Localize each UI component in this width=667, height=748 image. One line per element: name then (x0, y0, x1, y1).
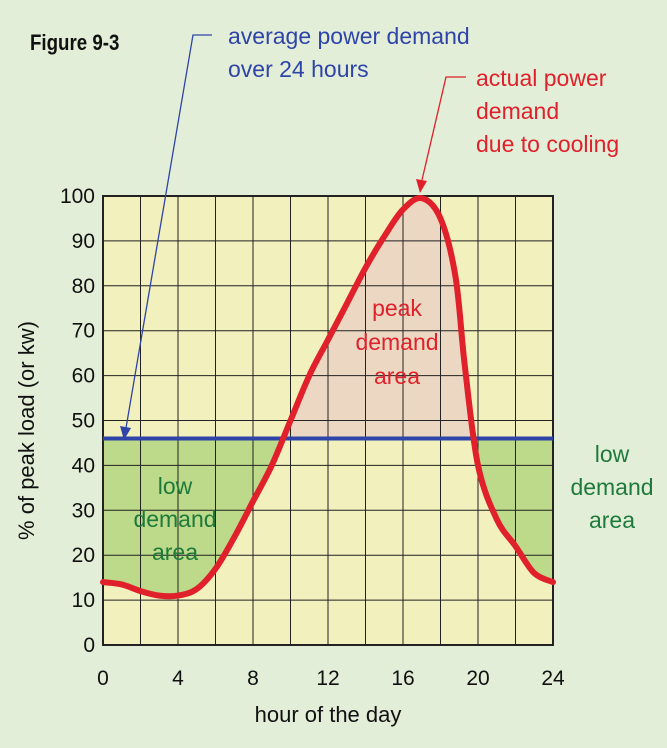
average-leader-line (125, 34, 212, 429)
peak-demand-area-label: demand (355, 329, 438, 355)
y-tick-label: 90 (72, 230, 95, 253)
x-tick-label: 20 (466, 667, 489, 690)
low-demand-area-label-left: demand (133, 506, 216, 532)
average-demand-label: average power demand (228, 23, 470, 49)
average-arrowhead (120, 426, 131, 440)
y-tick-label: 80 (72, 275, 95, 298)
x-tick-label: 0 (97, 667, 109, 690)
y-tick-label: 10 (72, 589, 95, 612)
x-tick-label: 16 (391, 667, 414, 690)
y-tick-label: 0 (83, 634, 95, 657)
y-tick-label: 30 (72, 499, 95, 522)
actual-demand-label: actual power (476, 65, 607, 91)
actual-demand-label: demand (476, 98, 559, 124)
y-tick-label: 60 (72, 365, 95, 388)
peak-demand-area-label: area (374, 363, 420, 389)
low-demand-area-label-left: area (152, 539, 198, 565)
actual-arrowhead (416, 179, 427, 193)
actual-leader-line (421, 76, 466, 181)
low-demand-area-label-right: area (589, 507, 635, 533)
average-demand-label: over 24 hours (228, 56, 369, 82)
y-tick-label: 70 (72, 320, 95, 343)
x-tick-label: 24 (541, 667, 565, 690)
peak-demand-area-label: peak (372, 295, 422, 321)
low-demand-area-label-right: low (595, 441, 630, 467)
low-demand-area-label-left: low (158, 473, 193, 499)
peak-demand-area (283, 197, 474, 439)
annotations: average power demand over 24 hours actual … (120, 23, 654, 565)
y-tick-label: 50 (72, 410, 95, 433)
y-tick-label: 40 (72, 454, 95, 477)
y-tick-label: 20 (72, 544, 95, 567)
x-tick-label: 12 (316, 667, 339, 690)
actual-demand-label: due to cooling (476, 131, 619, 157)
y-axis-title: % of peak load (or kw) (14, 321, 39, 540)
plot-frame (102, 195, 554, 646)
demand-curve (100, 195, 556, 600)
plot-area: 0 10 20 30 40 50 60 70 80 90 100 0 4 8 12 16 20 24 hour of… (14, 185, 565, 727)
figure-label: Figure 9-3 (30, 30, 120, 55)
x-tick-label: 8 (247, 667, 259, 690)
x-axis-title: hour of the day (255, 702, 402, 727)
low-demand-area-label-right: demand (570, 474, 653, 500)
y-tick-label: 100 (60, 185, 95, 208)
x-tick-label: 4 (172, 667, 184, 690)
